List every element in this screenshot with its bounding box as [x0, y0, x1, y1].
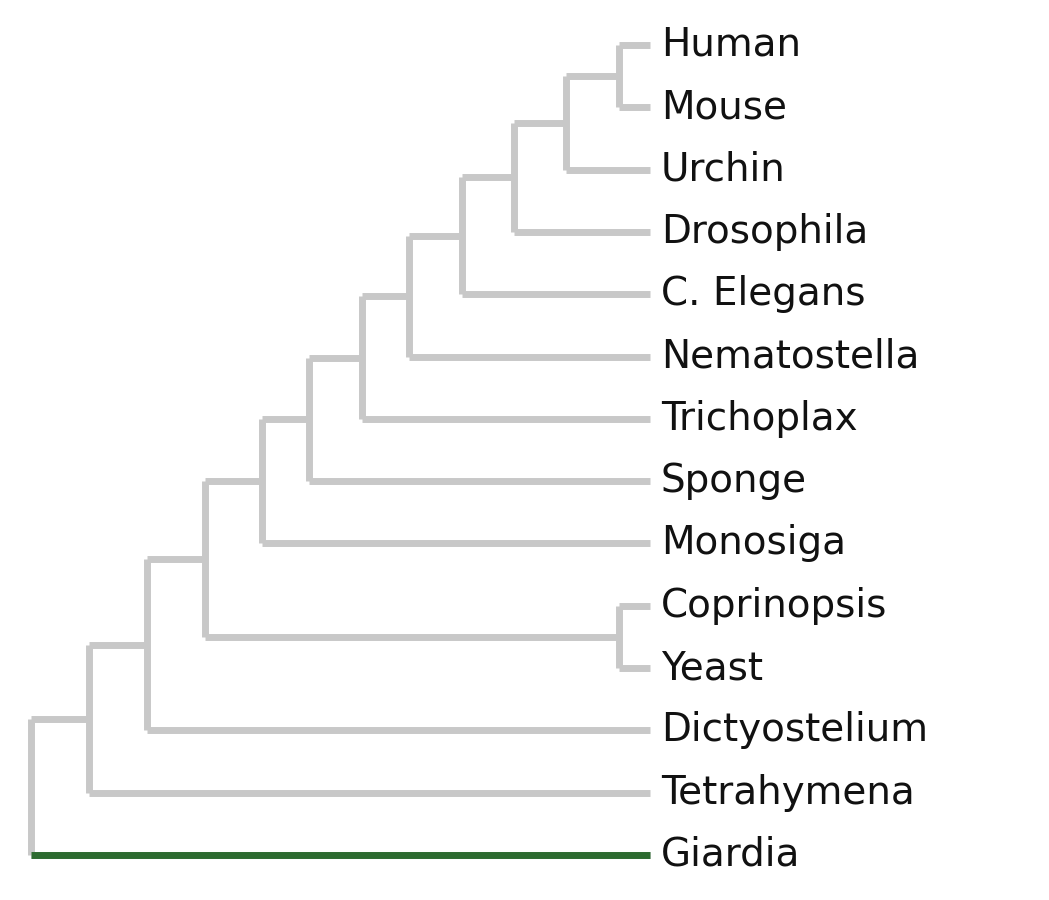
Text: Nematostella: Nematostella: [661, 338, 919, 375]
Text: Trichoplax: Trichoplax: [661, 400, 857, 437]
Text: Tetrahymena: Tetrahymena: [661, 774, 915, 812]
Text: C. Elegans: C. Elegans: [661, 275, 865, 313]
Text: Sponge: Sponge: [661, 463, 807, 500]
Text: Mouse: Mouse: [661, 88, 787, 126]
Text: Coprinopsis: Coprinopsis: [661, 587, 887, 625]
Text: Drosophila: Drosophila: [661, 213, 869, 251]
Text: Urchin: Urchin: [661, 150, 786, 189]
Text: Monosiga: Monosiga: [661, 525, 845, 562]
Text: Human: Human: [661, 26, 800, 64]
Text: Giardia: Giardia: [661, 836, 800, 874]
Text: Dictyostelium: Dictyostelium: [661, 711, 928, 750]
Text: Yeast: Yeast: [661, 649, 763, 687]
